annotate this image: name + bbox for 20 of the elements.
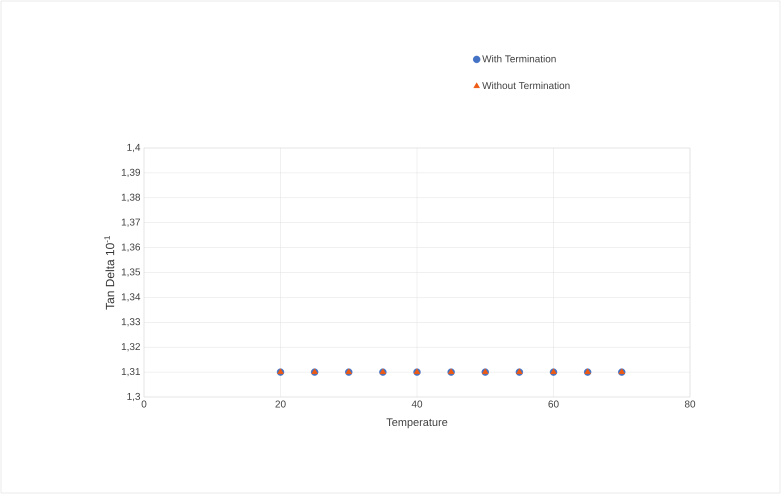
y-tick-label: 1,33: [122, 318, 140, 326]
y-tick-label: 1,3: [127, 392, 140, 402]
y-tick-label: 1,34: [122, 293, 140, 302]
y-tick-label: 1,4: [127, 144, 140, 152]
y-tick-label: 1,36: [122, 243, 140, 252]
legend-label: With Termination: [482, 55, 556, 62]
x-tick-label: 60: [548, 400, 559, 408]
x-axis-title: Temperature: [386, 418, 448, 428]
x-tick-label: 80: [684, 400, 696, 408]
y-tick-label: 1,35: [122, 268, 140, 277]
x-tick-label: 20: [275, 400, 286, 408]
x-tick-label: 40: [412, 400, 422, 408]
y-tick-label: 1,39: [122, 168, 140, 178]
y-axis-title: Tan Delta 10$^{-1}$: [104, 236, 114, 310]
y-tick-label: 1,32: [122, 343, 140, 352]
y-tick-label: 1,31: [122, 368, 140, 376]
y-tick-label: 1,37: [122, 218, 140, 227]
legend-label: Without Termination: [482, 82, 570, 90]
y-tick-label: 1,38: [122, 194, 140, 202]
x-tick-label: 0: [142, 400, 146, 408]
